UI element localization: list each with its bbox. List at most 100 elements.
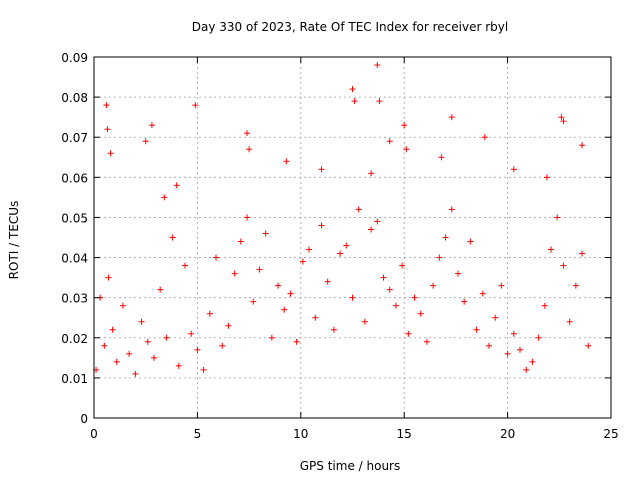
data-point	[554, 214, 561, 221]
data-point	[161, 194, 168, 201]
data-point	[529, 358, 536, 365]
data-point	[268, 334, 275, 341]
data-point	[535, 334, 542, 341]
data-point	[206, 310, 213, 317]
y-tick-label: 0.05	[61, 211, 88, 225]
y-tick-labels: 0 0.01 0.02 0.03 0.04 0.05 0.06 0.07 0.08 0.09	[61, 51, 88, 426]
data-point	[246, 146, 253, 153]
data-point	[173, 182, 180, 189]
data-point	[244, 214, 251, 221]
x-tick-label: 0	[90, 427, 98, 441]
data-point	[448, 206, 455, 213]
data-point	[461, 298, 468, 305]
data-point	[337, 250, 344, 257]
data-point	[283, 158, 290, 165]
data-point	[579, 142, 586, 149]
data-point	[548, 246, 555, 253]
data-point	[126, 350, 133, 357]
data-point	[448, 114, 455, 121]
data-point	[138, 318, 145, 325]
data-point	[275, 282, 282, 289]
data-point	[132, 370, 139, 377]
data-point	[361, 318, 368, 325]
data-point	[510, 330, 517, 337]
data-point	[299, 258, 306, 265]
data-point	[330, 326, 337, 333]
data-point	[231, 270, 238, 277]
data-point	[225, 322, 232, 329]
data-point	[109, 326, 116, 333]
data-point	[256, 266, 263, 273]
data-point	[510, 166, 517, 173]
data-point	[504, 350, 511, 357]
data-point	[103, 102, 110, 109]
data-point	[436, 254, 443, 261]
data-points	[93, 62, 592, 377]
data-point	[560, 118, 567, 125]
data-point	[157, 286, 164, 293]
data-point	[566, 318, 573, 325]
data-point	[355, 206, 362, 213]
y-tick-label: 0.03	[61, 292, 88, 306]
data-point	[392, 302, 399, 309]
data-point	[200, 366, 207, 373]
data-point	[163, 334, 170, 341]
data-point	[541, 302, 548, 309]
data-point	[517, 346, 524, 353]
data-point	[318, 222, 325, 229]
data-point	[293, 338, 300, 345]
data-point	[376, 98, 383, 105]
chart-title: Day 330 of 2023, Rate Of TEC Index for r…	[192, 20, 508, 34]
data-point	[169, 234, 176, 241]
data-point	[113, 358, 120, 365]
data-point	[324, 278, 331, 285]
data-point	[144, 338, 151, 345]
data-point	[351, 98, 358, 105]
data-point	[281, 306, 288, 313]
data-point	[403, 146, 410, 153]
data-point	[105, 274, 112, 281]
x-tick-label: 10	[293, 427, 308, 441]
data-point	[312, 314, 319, 321]
data-point	[558, 114, 565, 121]
y-tick-label: 0.08	[61, 91, 88, 105]
grid-lines	[94, 57, 611, 418]
axis-ticks	[93, 56, 612, 419]
y-tick-label: 0.07	[61, 131, 88, 145]
data-point	[386, 286, 393, 293]
data-point	[479, 290, 486, 297]
data-point	[442, 234, 449, 241]
data-point	[399, 262, 406, 269]
data-point	[481, 134, 488, 141]
data-point	[101, 342, 108, 349]
data-point	[250, 298, 257, 305]
y-tick-label: 0.06	[61, 171, 88, 185]
data-point	[192, 102, 199, 109]
data-point	[473, 326, 480, 333]
data-point	[423, 338, 430, 345]
y-axis-label: ROTI / TECUs	[7, 201, 21, 280]
data-point	[492, 314, 499, 321]
data-point	[150, 354, 157, 361]
data-point	[104, 126, 111, 133]
data-point	[417, 310, 424, 317]
x-tick-label: 15	[397, 427, 412, 441]
data-point	[485, 342, 492, 349]
data-point	[368, 226, 375, 233]
data-point	[237, 238, 244, 245]
data-point	[523, 366, 530, 373]
data-point	[306, 246, 313, 253]
data-point	[349, 294, 356, 301]
y-tick-label: 0.01	[61, 372, 88, 386]
data-point	[262, 230, 269, 237]
data-point	[181, 262, 188, 269]
data-point	[219, 342, 226, 349]
data-point	[244, 130, 251, 137]
data-point	[579, 250, 586, 257]
data-point	[318, 166, 325, 173]
data-point	[119, 302, 126, 309]
data-point	[386, 138, 393, 145]
data-point	[142, 138, 149, 145]
x-tick-label: 5	[194, 427, 202, 441]
